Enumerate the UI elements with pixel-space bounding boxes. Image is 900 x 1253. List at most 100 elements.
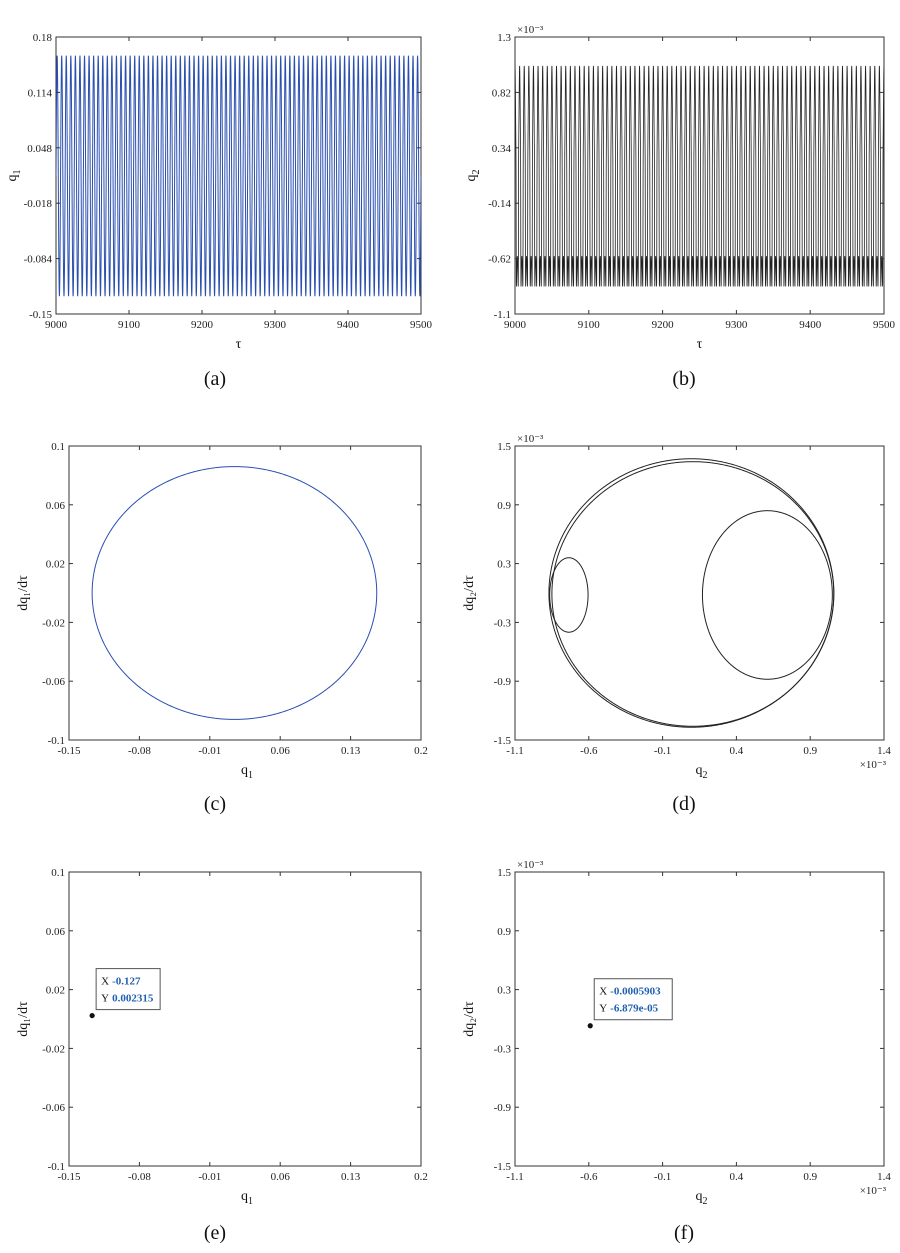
x-tick-label: 0.13 — [341, 1171, 361, 1183]
y-axis-label-main: q — [464, 175, 479, 182]
y-tick-label: 1.3 — [497, 32, 511, 44]
x-tick-label: 9000 — [45, 319, 68, 331]
x-axis-label-sub: 2 — [703, 1196, 708, 1207]
x-axis-label-main: q — [241, 1189, 248, 1204]
y-axis-label-sub: 1 — [12, 170, 23, 175]
x-tick-label: -0.01 — [198, 1171, 221, 1183]
plot-frame — [514, 36, 885, 315]
data-layer — [548, 458, 835, 728]
panel-b: 9000 9100 9200 9300 9400 9500 -1.1 -0.62 -0.14 0.… — [464, 24, 896, 390]
y-tick-label: -0.06 — [42, 676, 65, 688]
y-scale-note: ×10⁻³ — [517, 859, 544, 871]
y-tick-label: 0.02 — [46, 985, 65, 997]
x-tick-label: 0.4 — [730, 745, 744, 757]
x-tick-label: -0.08 — [128, 745, 151, 757]
y-tick-label: 0.18 — [33, 32, 53, 44]
y-tick-label: 0.06 — [46, 926, 66, 938]
y-tick-label: 0.3 — [497, 985, 511, 997]
x-tick-label: 0.13 — [341, 745, 361, 757]
y-scale-note: ×10⁻³ — [517, 24, 544, 36]
datatip-y: Y 0.002315 — [101, 993, 154, 1005]
x-tick-label: 9500 — [410, 319, 433, 331]
y-tick-label: -0.3 — [494, 617, 512, 629]
x-tick-label: 0.2 — [414, 745, 428, 757]
y-tick-label: 0.82 — [492, 87, 511, 99]
x-tick-label: 0.9 — [803, 1171, 817, 1183]
y-tick-label: 0.048 — [27, 143, 52, 155]
panel-caption: (e) — [204, 1222, 226, 1244]
panel-caption: (d) — [672, 793, 695, 815]
x-axis-label: q2 — [696, 763, 708, 781]
x-tick-label: -0.15 — [58, 1171, 81, 1183]
x-tick-label: 9200 — [652, 319, 675, 331]
x-tick-label: -0.01 — [198, 745, 221, 757]
y-tick-label: 0.9 — [497, 926, 511, 938]
series-line-0 — [515, 65, 884, 287]
datatip-x-value: -0.0005903 — [610, 986, 661, 998]
x-axis-label-sub: 1 — [248, 1196, 253, 1207]
x-tick-label: 9300 — [264, 319, 287, 331]
x-tick-label: 9200 — [191, 319, 214, 331]
plot-frame — [514, 871, 885, 1167]
x-tick-label: 1.4 — [877, 1171, 891, 1183]
data-point — [89, 1012, 95, 1019]
x-axis-label: q2 — [696, 1189, 708, 1207]
plot-frame — [68, 445, 422, 741]
x-axis-label-main: q — [696, 1189, 703, 1204]
datatip-box — [95, 968, 161, 1011]
x-axis-label-main: q — [241, 763, 248, 778]
x-tick-label: 9400 — [799, 319, 822, 331]
y-tick-label: -0.02 — [42, 1043, 65, 1055]
y-axis-label: dq₂/dτ — [462, 1001, 477, 1037]
y-tick-label: 0.1 — [51, 867, 65, 879]
series-line-0 — [56, 55, 421, 297]
y-tick-label: -0.1 — [48, 1161, 65, 1173]
x-axis-label-main: q — [696, 763, 703, 778]
x-tick-label: 9500 — [873, 319, 896, 331]
panel-caption: (f) — [674, 1222, 694, 1244]
x-axis-label-sub: 2 — [703, 770, 708, 781]
y-tick-label: -0.9 — [494, 676, 512, 688]
y-tick-label: 0.02 — [46, 559, 65, 571]
y-tick-label: 1.5 — [497, 441, 511, 453]
y-tick-label: -0.3 — [494, 1043, 512, 1055]
series-line-1 — [551, 461, 835, 727]
y-tick-label: -0.15 — [29, 309, 52, 321]
x-scale-note: ×10⁻³ — [860, 1185, 887, 1197]
x-tick-label: -0.1 — [654, 1171, 671, 1183]
y-tick-label: -1.5 — [494, 1161, 512, 1173]
y-tick-label: 0.3 — [497, 559, 511, 571]
y-tick-label: -0.018 — [24, 198, 53, 210]
y-tick-label: -1.5 — [494, 735, 512, 747]
y-tick-label: -0.02 — [42, 617, 65, 629]
series-line-0 — [91, 466, 378, 720]
x-tick-label: -0.6 — [580, 745, 598, 757]
datatip-x-label: X — [599, 986, 607, 998]
x-tick-label: 9000 — [504, 319, 527, 331]
data-layer — [587, 1023, 593, 1029]
y-tick-label: 0.114 — [28, 87, 53, 99]
y-tick-label: -0.62 — [488, 254, 511, 266]
x-scale-note: ×10⁻³ — [860, 759, 887, 771]
panel-e: -0.15 -0.08 -0.01 0.06 0.13 0.2 -0.1 -0.06 -0.02… — [16, 867, 428, 1244]
y-axis-label: dq₂/dτ — [462, 575, 477, 611]
data-layer — [91, 466, 378, 720]
datatip-y-value: 0.002315 — [112, 993, 154, 1005]
panel-d: -1.1 -0.6 -0.1 0.4 0.9 1.4 -1.5 -0.9 -0.3 0.3 0.9 1… — [462, 433, 891, 815]
datatip-y-label: Y — [101, 993, 109, 1005]
y-tick-label: 0.1 — [51, 441, 65, 453]
datatip-x-value: -0.127 — [112, 976, 141, 988]
y-axis-label: q1 — [5, 170, 23, 182]
x-axis-label: q1 — [241, 1189, 253, 1207]
data-layer — [89, 1012, 95, 1019]
x-tick-label: 0.9 — [803, 745, 817, 757]
panel-f: -1.1 -0.6 -0.1 0.4 0.9 1.4 -1.5 -0.9 -0.3 0.3 0.9 1… — [462, 859, 891, 1244]
x-tick-label: 9400 — [337, 319, 360, 331]
datatip-x: X -0.127 — [101, 976, 141, 988]
x-tick-label: -1.1 — [506, 745, 523, 757]
y-axis-label-main: q — [5, 175, 20, 182]
panel-c: -0.15 -0.08 -0.01 0.06 0.13 0.2 -0.1 -0.06 -0.02… — [16, 441, 428, 815]
y-axis-label: dq₁/dτ — [16, 1001, 31, 1037]
